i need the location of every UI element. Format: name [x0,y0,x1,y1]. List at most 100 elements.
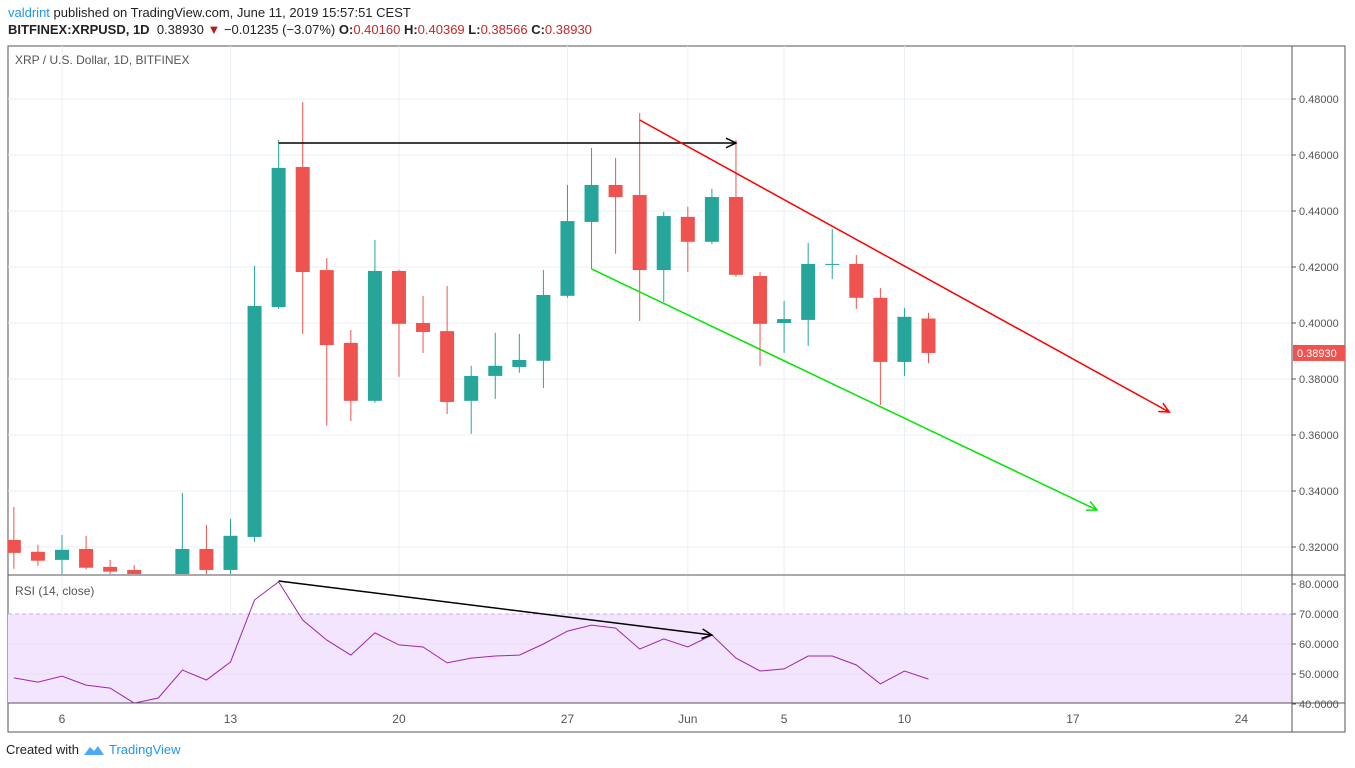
candle [536,270,551,388]
symbol-info: BITFINEX:XRPUSD, 1D 0.38930 ▼ −0.01235 (… [8,22,592,37]
candle [728,139,743,277]
open-label: O: [338,22,354,37]
y-tick-label: 0.36000 [1299,430,1339,442]
y-tick-label: 0.32000 [1299,542,1339,554]
candle [753,272,768,366]
candle-body [391,270,406,324]
x-tick-label: 20 [392,712,406,726]
candle-body [151,581,165,598]
candle-body [55,549,69,560]
candle-body [247,305,262,537]
y-tick-label: 0.38000 [1299,374,1339,386]
candle-body [319,270,334,346]
y-tick-label: 0.44000 [1299,206,1339,218]
candle-body [560,221,575,296]
x-tick-label: Jun [678,712,697,726]
candle [897,307,912,376]
candle [295,102,310,334]
y-tick-label: 0.46000 [1299,150,1339,162]
high-value: 0.40369 [417,22,465,37]
down-triangle-icon: ▼ [207,22,221,37]
candle-body [536,295,551,361]
candle [873,288,888,406]
downtrend-support-arrow-line [591,268,1098,511]
downtrend-resistance-arrow-line [639,119,1170,413]
open-value: 0.40160 [353,22,401,37]
y-tick-label: 0.42000 [1299,262,1339,274]
tradingview-logo-icon [83,745,104,755]
x-tick-label: 5 [781,712,788,726]
candle-body [608,184,623,197]
candle [103,559,118,574]
publish-info: valdrint published on TradingView.com, J… [8,5,411,20]
x-tick-label: 10 [898,712,912,726]
candle-body [632,195,647,271]
footer: Created with TradingView [6,742,181,757]
candle [777,300,792,353]
candle-body [656,216,671,271]
candle [319,258,334,426]
low-value: 0.38566 [480,22,528,37]
candle-body [103,566,118,572]
y-tick-label: 0.48000 [1299,94,1339,106]
candle [79,535,94,570]
rsi-tick-label: 50.0000 [1299,669,1339,681]
downtrend-resistance-arrow-arrowhead-icon [1158,402,1171,413]
last-price-label: 0.38930 [1297,348,1337,360]
candle [680,206,695,273]
candle [560,184,575,298]
candle [632,113,647,322]
candle [127,564,142,574]
y-tick-label: 0.40000 [1299,318,1339,330]
candle [464,365,479,434]
published-text: published on TradingView.com, June 11, 2… [53,5,411,20]
candle [223,519,238,574]
symbol: BITFINEX:XRPUSD, 1D [8,22,150,37]
candle [55,534,69,574]
chart-frame [7,45,1346,733]
candle-body [777,319,792,323]
x-tick-label: 6 [59,712,66,726]
candle [512,333,527,373]
low-label: L: [468,22,481,37]
candle [199,524,214,574]
candle-body [79,548,94,568]
candle [704,188,719,245]
rsi-line [13,581,929,703]
candle [391,269,406,377]
close-value: 0.38930 [544,22,592,37]
candle-body [199,548,214,570]
candle-body [728,197,743,275]
candle-body [801,263,816,320]
x-tick-label: 27 [561,712,575,726]
chart-legend-title: XRP / U.S. Dollar, 1D, BITFINEX [15,53,190,67]
candle-body [849,263,864,298]
candle-body [873,297,888,362]
high-label: H: [403,22,418,37]
candle-body [921,318,936,353]
x-tick-label: 24 [1235,712,1249,726]
last-price-badge [1293,344,1345,361]
candle-body [464,375,479,401]
candle [921,312,936,364]
candle-body [295,167,310,273]
candle-body [584,184,599,222]
tradingview-link[interactable]: TradingView [108,742,181,757]
candle-body [825,263,840,265]
last-price: 0.38930 [156,22,204,37]
candle [367,239,382,403]
rsi-band [8,614,1292,703]
candle-body [416,323,431,332]
candle [343,330,358,421]
candle [440,286,455,414]
publisher-link[interactable]: valdrint [8,5,50,20]
candle-body [704,197,719,242]
rsi-tick-label: 60.0000 [1299,639,1339,651]
candle-body [343,342,358,401]
candle [801,242,816,346]
candle [416,295,431,353]
rsi-tick-label: 80.0000 [1299,579,1339,591]
candle-body [512,359,527,367]
candle-body [127,569,142,574]
